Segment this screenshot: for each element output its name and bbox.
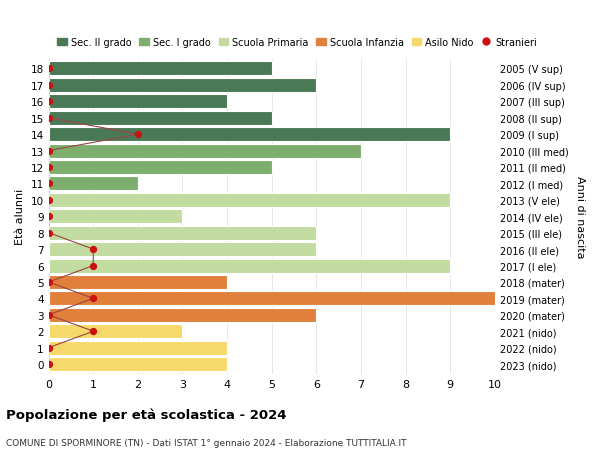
Point [44, 164, 53, 171]
Point [44, 180, 53, 188]
Y-axis label: Anni di nascita: Anni di nascita [575, 176, 585, 258]
Bar [49, 62, 272, 76]
Point [44, 115, 53, 122]
Bar [49, 177, 138, 191]
Bar [49, 95, 227, 109]
Point [88, 246, 98, 253]
Point [88, 295, 98, 302]
Point [88, 328, 98, 335]
Point [44, 147, 53, 155]
Text: Popolazione per età scolastica - 2024: Popolazione per età scolastica - 2024 [6, 407, 287, 421]
Bar [49, 275, 227, 289]
Bar [49, 259, 450, 273]
Bar [49, 144, 361, 158]
Point [44, 312, 53, 319]
Point [44, 98, 53, 106]
Point [44, 82, 53, 90]
Point [44, 66, 53, 73]
Legend: Sec. II grado, Sec. I grado, Scuola Primaria, Scuola Infanzia, Asilo Nido, Stran: Sec. II grado, Sec. I grado, Scuola Prim… [53, 34, 541, 51]
Bar [49, 193, 450, 207]
Bar [49, 325, 182, 338]
Bar [49, 226, 316, 240]
Bar [49, 161, 272, 174]
Text: COMUNE DI SPORMINORE (TN) - Dati ISTAT 1° gennaio 2024 - Elaborazione TUTTITALIA: COMUNE DI SPORMINORE (TN) - Dati ISTAT 1… [6, 438, 407, 447]
Bar [49, 243, 316, 257]
Point [88, 262, 98, 269]
Point [44, 344, 53, 352]
Bar [49, 292, 495, 306]
Bar [49, 308, 316, 322]
Bar [49, 128, 450, 142]
Point [44, 279, 53, 286]
Point [44, 213, 53, 220]
Y-axis label: Età alunni: Età alunni [15, 189, 25, 245]
Bar [49, 357, 227, 371]
Point [44, 361, 53, 368]
Point [44, 197, 53, 204]
Bar [49, 78, 316, 93]
Bar [49, 341, 227, 355]
Bar [49, 112, 272, 125]
Point [44, 230, 53, 237]
Point [133, 131, 143, 139]
Bar [49, 210, 182, 224]
